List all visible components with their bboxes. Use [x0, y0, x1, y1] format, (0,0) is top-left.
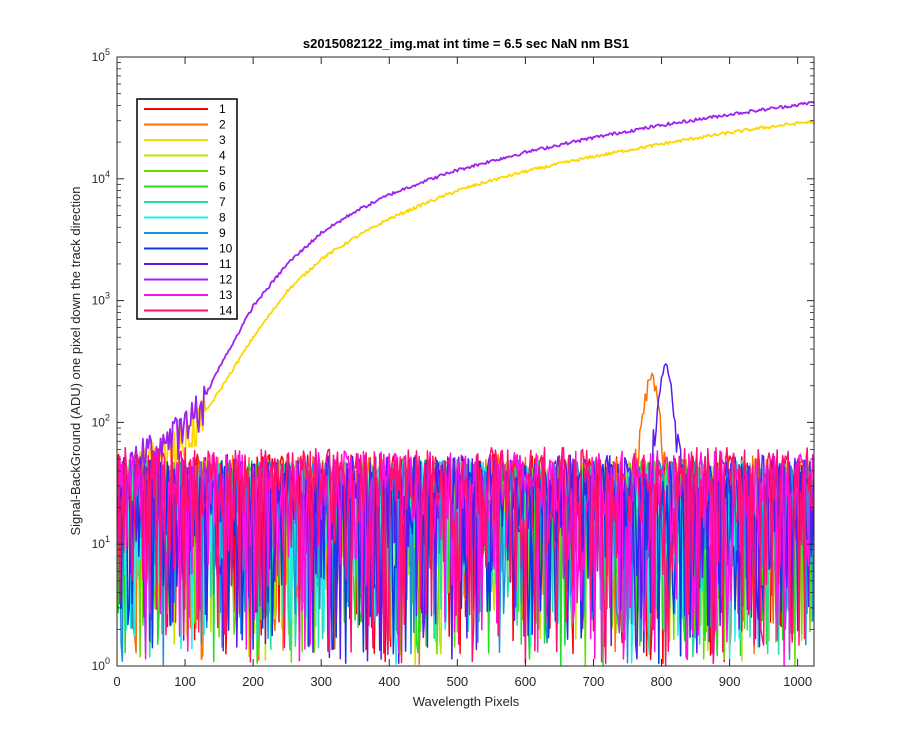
- x-tick-label: 500: [446, 674, 468, 689]
- legend-label-6: 6: [219, 180, 226, 194]
- x-tick-label: 300: [310, 674, 332, 689]
- series-14-line: [117, 446, 814, 666]
- legend-box: [136, 98, 238, 320]
- legend-label-3: 3: [219, 133, 226, 147]
- legend-label-1: 1: [219, 102, 226, 116]
- x-tick-label: 600: [515, 674, 537, 689]
- legend-label-9: 9: [219, 226, 226, 240]
- x-tick-label: 800: [651, 674, 673, 689]
- legend-label-14: 14: [219, 304, 233, 318]
- chart-title: s2015082122_img.mat int time = 6.5 sec N…: [303, 36, 629, 51]
- legend-label-8: 8: [219, 211, 226, 225]
- legend-label-11: 11: [219, 257, 232, 271]
- y-tick-label: 101: [92, 534, 110, 551]
- axis-layer: 0 100 200 300 400 500 600 700 800 900 100010010110…: [92, 47, 814, 689]
- x-tick-label: 700: [583, 674, 605, 689]
- legend-label-12: 12: [219, 273, 233, 287]
- plot-area-frame: [116, 56, 815, 667]
- legend-label-5: 5: [219, 164, 226, 178]
- x-axis-label: Wavelength Pixels: [413, 694, 520, 709]
- series-layer: [117, 101, 814, 666]
- y-tick-label: 100: [92, 656, 110, 673]
- x-tick-label: 100: [174, 674, 196, 689]
- y-tick-label: 105: [92, 47, 110, 64]
- y-tick-label: 103: [92, 291, 110, 308]
- y-axis-label: Signal-BackGround (ADU) one pixel down t…: [68, 186, 83, 535]
- legend-label-13: 13: [219, 288, 233, 302]
- x-tick-label: 0: [113, 674, 120, 689]
- legend-label-7: 7: [219, 195, 226, 209]
- series-12-line: [117, 101, 814, 501]
- y-tick-label: 102: [92, 412, 110, 429]
- series-3-line: [117, 119, 814, 499]
- x-tick-label: 1000: [783, 674, 812, 689]
- legend-label-2: 2: [219, 118, 226, 132]
- legend-label-4: 4: [219, 149, 226, 163]
- x-tick-label: 200: [242, 674, 264, 689]
- legend-label-10: 10: [219, 242, 233, 256]
- x-tick-label: 400: [378, 674, 400, 689]
- x-tick-label: 900: [719, 674, 741, 689]
- y-tick-label: 104: [92, 169, 110, 186]
